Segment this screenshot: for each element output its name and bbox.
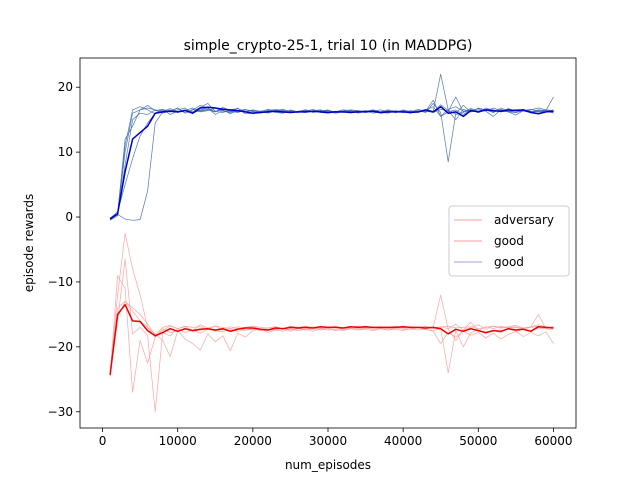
run-line-12: [109, 301, 554, 377]
x-axis-ticks: 0 10000 20000 30000 40000 50000 60000: [99, 428, 573, 448]
x-tick-label: 50000: [459, 434, 497, 448]
y-axis-ticks: −30 −20 −10 0 10 20: [48, 80, 80, 419]
y-tick-label: 0: [65, 210, 73, 224]
x-tick-label: 30000: [309, 434, 347, 448]
y-tick-label: −30: [48, 405, 73, 419]
x-tick-label: 40000: [384, 434, 422, 448]
mean-line-0: [109, 105, 554, 220]
x-tick-label: 0: [99, 434, 107, 448]
mean-lines: [109, 105, 554, 375]
x-axis-label: num_episodes: [285, 458, 371, 472]
y-tick-label: −20: [48, 340, 73, 354]
x-tick-label: 20000: [234, 434, 272, 448]
legend-label-1: good: [494, 234, 524, 248]
legend: adversary good good: [448, 205, 570, 277]
y-tick-label: 20: [58, 80, 73, 94]
y-axis-label: episode rewards: [22, 194, 36, 293]
chart-title: simple_crypto-25-1, trial 10 (in MADDPG): [184, 38, 473, 54]
mean-line-1: [109, 303, 554, 375]
x-tick-label: 60000: [534, 434, 572, 448]
legend-label-2: good: [494, 255, 524, 269]
legend-label-0: adversary: [494, 213, 554, 227]
y-tick-label: −10: [48, 275, 73, 289]
x-tick-label: 10000: [159, 434, 197, 448]
y-tick-label: 10: [58, 145, 73, 159]
legend-box: [448, 205, 570, 277]
